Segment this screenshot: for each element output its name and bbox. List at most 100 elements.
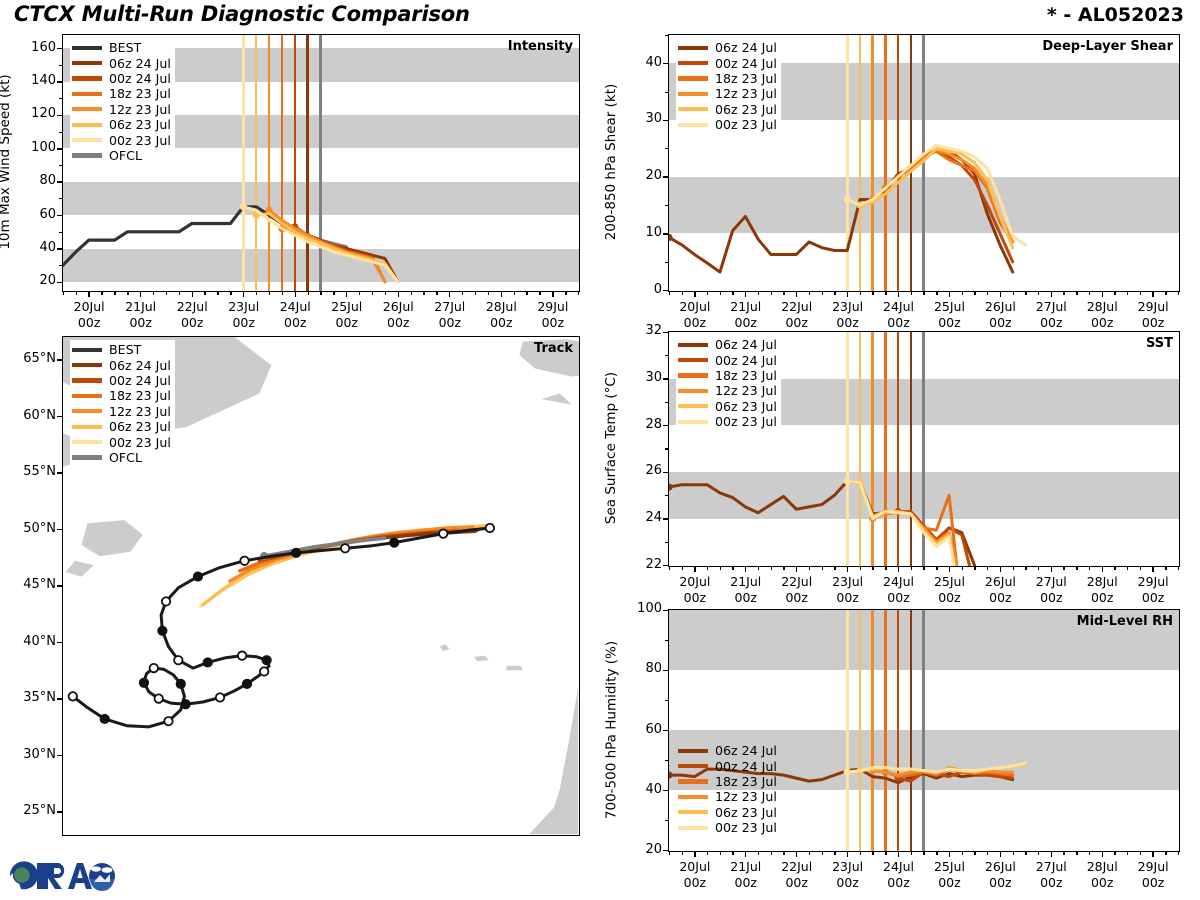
- series-line: [845, 144, 1027, 247]
- series-line: [845, 479, 956, 566]
- legend-swatch: [678, 45, 708, 50]
- legend-item: OFCL: [72, 450, 171, 465]
- y-axis-label: 700-500 hPa Humidity (%): [603, 640, 619, 819]
- x-tick-label: 22Jul 00z: [781, 574, 813, 605]
- x-tick-label: 25Jul 00z: [933, 299, 965, 330]
- init-time-line: [242, 35, 245, 291]
- x-tick-mark: [694, 292, 696, 297]
- x-tick-mark-minor: [834, 852, 836, 855]
- series-line: [241, 205, 400, 284]
- legend-label: 06z 23 Jul: [109, 117, 171, 133]
- x-tick-mark: [948, 292, 951, 297]
- init-time-line: [267, 35, 271, 291]
- x-tick-mark: [139, 292, 142, 297]
- legend-swatch: [678, 404, 708, 409]
- init-time-line: [922, 35, 925, 291]
- legend-label: 06z 23 Jul: [715, 101, 777, 117]
- lat-tick-mark: [57, 415, 62, 418]
- x-tick-label: 24Jul 00z: [279, 299, 311, 330]
- legend-item: 00z 24 Jul: [678, 352, 777, 368]
- init-time-line: [858, 332, 862, 566]
- x-tick-label: 24Jul 00z: [883, 299, 915, 330]
- panel-title-sst: SST: [1145, 336, 1173, 351]
- land-polygon: [519, 339, 579, 377]
- y-tick-mark: [663, 609, 668, 612]
- best-marker-open: [259, 666, 270, 677]
- legend-item: 12z 23 Jul: [678, 789, 777, 804]
- land-polygon: [547, 687, 579, 835]
- legend-label: 18z 23 Jul: [715, 367, 777, 383]
- best-marker-filled: [157, 625, 168, 636]
- legend-label: 06z 23 Jul: [715, 398, 777, 414]
- legend-label: 00z 24 Jul: [109, 372, 171, 388]
- y-tick-mark: [663, 424, 668, 427]
- y-tick-mark-minor: [665, 91, 668, 93]
- init-time-line: [884, 610, 887, 851]
- x-tick-mark-minor: [859, 292, 862, 295]
- legend-label: 06z 24 Jul: [715, 40, 777, 56]
- legend-swatch: [678, 825, 708, 830]
- land-polygon: [541, 393, 573, 405]
- x-tick-mark-minor: [668, 852, 671, 855]
- x-tick-mark-minor: [681, 567, 683, 570]
- x-tick-mark-minor: [1025, 292, 1027, 295]
- x-tick-mark-minor: [1139, 852, 1142, 855]
- best-marker-filled: [389, 537, 400, 548]
- panel-title-track: Track: [534, 341, 573, 356]
- x-tick-label: 28Jul 00z: [1086, 859, 1118, 890]
- legend-item: 06z 24 Jul: [72, 357, 171, 373]
- x-tick-mark-minor: [1012, 852, 1014, 855]
- legend-swatch: [72, 122, 102, 127]
- x-tick-mark-minor: [757, 567, 760, 570]
- best-marker-filled: [192, 571, 204, 582]
- y-tick-mark: [663, 331, 668, 334]
- x-tick-label: 29Jul 00z: [1137, 859, 1169, 890]
- init-time-line: [845, 35, 849, 291]
- x-tick-mark-minor: [987, 852, 989, 855]
- x-tick-mark-minor: [961, 567, 963, 570]
- x-tick-mark: [1101, 292, 1103, 297]
- best-marker-filled: [202, 657, 213, 668]
- x-tick-mark-minor: [1165, 852, 1167, 855]
- best-marker-open: [148, 662, 159, 674]
- x-tick-mark-minor: [152, 292, 155, 295]
- legend-swatch: [72, 424, 102, 429]
- x-tick-mark-minor: [436, 292, 438, 295]
- y-tick-label: 100: [31, 139, 56, 155]
- x-tick-mark-minor: [1088, 567, 1091, 570]
- legend-label: 00z 23 Jul: [715, 414, 777, 430]
- legend-item: 00z 23 Jul: [678, 414, 777, 429]
- x-tick-mark-minor: [783, 567, 785, 570]
- y-tick-mark: [57, 81, 62, 83]
- x-tick-mark-minor: [859, 567, 862, 570]
- x-tick-label: 29Jul 00z: [1137, 299, 1169, 330]
- init-time-line: [922, 610, 925, 851]
- legend-swatch: [678, 60, 708, 66]
- x-tick-mark-minor: [578, 292, 580, 295]
- x-tick-mark: [294, 292, 296, 297]
- series-line: [896, 770, 1015, 783]
- legend-item: 18z 23 Jul: [72, 86, 171, 101]
- x-tick-mark-minor: [783, 292, 785, 295]
- series-line: [669, 479, 977, 566]
- x-tick-mark-minor: [668, 567, 671, 570]
- legend-label: 18z 23 Jul: [715, 70, 777, 86]
- y-tick-mark: [663, 789, 668, 792]
- x-tick-mark-minor: [987, 567, 989, 570]
- init-time-line: [858, 35, 862, 291]
- legend-swatch: [678, 748, 708, 753]
- init-time-line: [909, 610, 913, 851]
- legend-swatch: [678, 763, 708, 769]
- legend-item: 00z 24 Jul: [72, 373, 171, 388]
- x-tick-mark-minor: [1127, 852, 1129, 855]
- x-tick-mark: [1152, 567, 1154, 572]
- y-tick-mark: [57, 148, 62, 150]
- legend-intensity: BEST 06z 24 Jul 00z 24 Jul 18z 23 Jul 12z 23…: [70, 38, 175, 166]
- x-tick-label: 26Jul 00z: [984, 859, 1016, 890]
- legend-label: 06z 24 Jul: [715, 337, 777, 353]
- x-tick-mark: [1101, 852, 1103, 857]
- y-tick-mark-minor: [59, 64, 62, 66]
- x-tick-mark-minor: [1165, 292, 1167, 295]
- x-tick-mark: [846, 852, 849, 857]
- series-line: [896, 510, 971, 566]
